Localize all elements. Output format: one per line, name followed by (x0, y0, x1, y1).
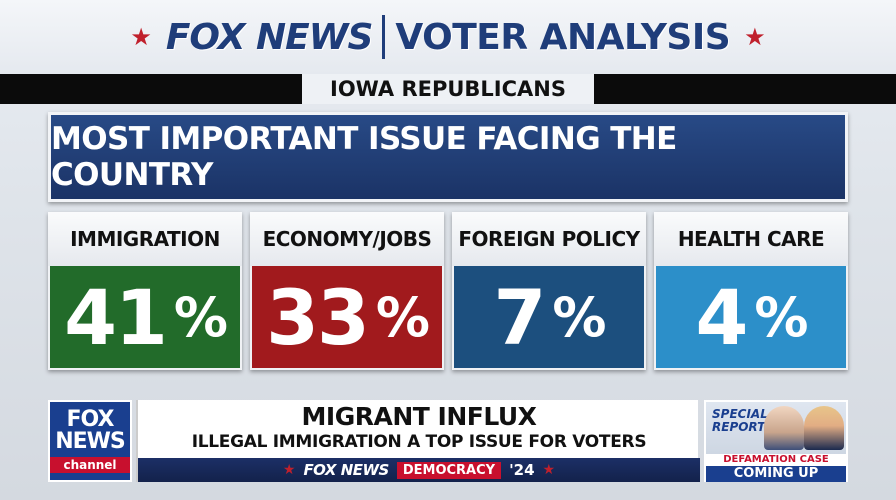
special-report-title: SPECIAL REPORT (712, 407, 768, 434)
result-value-box: 4% (654, 266, 848, 370)
result-card-health-care: HEALTH CARE 4% (654, 212, 848, 370)
avatar (804, 406, 844, 450)
page-title: VOTER ANALYSIS (395, 16, 731, 58)
region-label: IOWA REPUBLICANS (302, 74, 594, 104)
result-value: 33 (266, 272, 370, 362)
results-row: IMMIGRATION 41% ECONOMY/JOBS 33% FOREIGN… (48, 212, 848, 370)
question-text: MOST IMPORTANT ISSUE FACING THE COUNTRY (51, 121, 677, 193)
percent-sign: % (375, 285, 430, 349)
logo-line-channel: channel (50, 457, 130, 473)
star-icon: ★ (542, 462, 556, 478)
result-value-box: 33% (250, 266, 444, 370)
brand-strip: ★ FOX NEWS DEMOCRACY '24 ★ (138, 458, 700, 482)
star-icon: ★ (282, 462, 296, 478)
brand-divider (382, 15, 386, 59)
fox-news-channel-logo: FOX NEWS channel (48, 400, 132, 482)
headline: MIGRANT INFLUX (301, 402, 537, 431)
result-value: 7 (493, 272, 547, 362)
special-report-topic: DEFAMATION CASE DISORDER (706, 454, 846, 477)
result-value-box: 7% (452, 266, 646, 370)
result-label: FOREIGN POLICY (452, 212, 646, 266)
result-card-immigration: IMMIGRATION 41% (48, 212, 242, 370)
avatar (764, 406, 804, 450)
strip-brand: FOX NEWS (303, 461, 389, 479)
result-label: IMMIGRATION (48, 212, 242, 266)
strip-year: '24 (509, 461, 535, 479)
result-value: 41 (64, 272, 168, 362)
region-bar: IOWA REPUBLICANS (0, 74, 896, 104)
coming-up-label: COMING UP (706, 466, 846, 482)
subheadline: ILLEGAL IMMIGRATION A TOP ISSUE FOR VOTE… (191, 432, 647, 452)
logo-line-news: NEWS (55, 429, 126, 454)
headline-box: MIGRANT INFLUX ILLEGAL IMMIGRATION A TOP… (136, 400, 700, 482)
result-label: ECONOMY/JOBS (250, 212, 444, 266)
result-value: 4 (695, 272, 749, 362)
strip-section: DEMOCRACY (396, 461, 502, 479)
header-bar: ★ FOX NEWS VOTER ANALYSIS ★ (0, 0, 896, 74)
special-report-promo: SPECIAL REPORT DEFAMATION CASE DISORDER … (704, 400, 848, 482)
percent-sign: % (173, 285, 228, 349)
percent-sign: % (754, 285, 808, 349)
result-card-economy: ECONOMY/JOBS 33% (250, 212, 444, 370)
question-panel: MOST IMPORTANT ISSUE FACING THE COUNTRY (48, 112, 848, 202)
result-value-box: 41% (48, 266, 242, 370)
right-star-icon: ★ (744, 23, 766, 51)
lower-third: FOX NEWS channel MIGRANT INFLUX ILLEGAL … (48, 400, 848, 482)
header-brand: FOX NEWS VOTER ANALYSIS (165, 15, 731, 59)
left-star-icon: ★ (130, 23, 152, 51)
result-label: HEALTH CARE (654, 212, 848, 266)
brand-logo: FOX NEWS (165, 16, 374, 58)
percent-sign: % (552, 285, 606, 349)
logo-line-fox: FOX (66, 407, 115, 432)
result-card-foreign-policy: FOREIGN POLICY 7% (452, 212, 646, 370)
